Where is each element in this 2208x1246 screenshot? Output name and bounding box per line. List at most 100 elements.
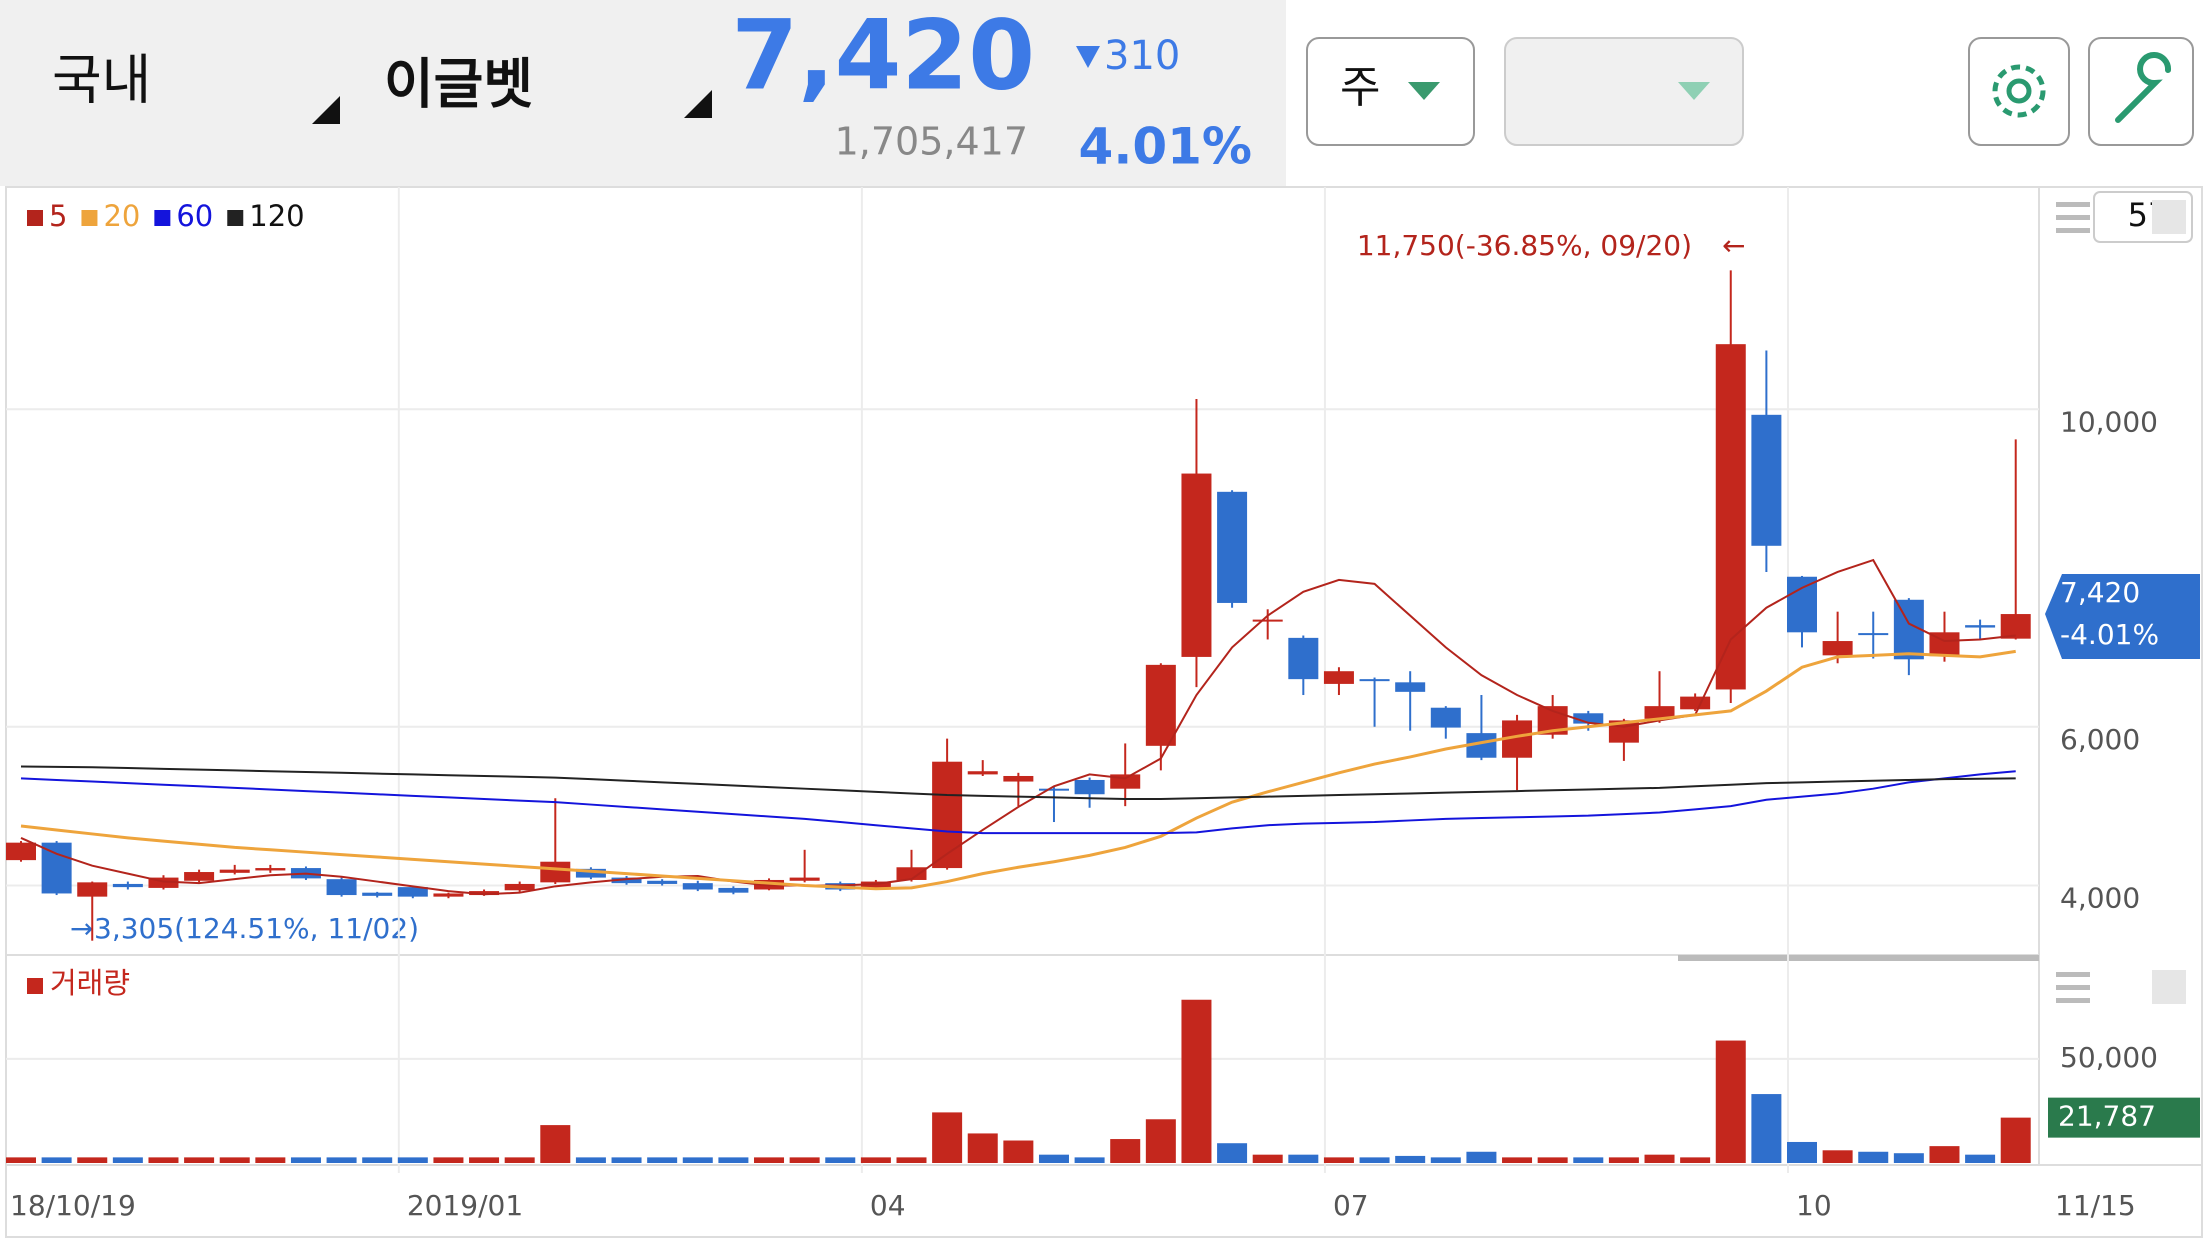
candle-body xyxy=(326,879,357,896)
volume-bar xyxy=(433,1157,464,1163)
volume-bar xyxy=(112,1157,143,1163)
candle-body xyxy=(362,892,393,896)
candle-body xyxy=(6,842,36,861)
volume-bar xyxy=(1965,1154,1996,1163)
moving-average xyxy=(20,770,2016,835)
candle-body xyxy=(860,881,891,889)
volume-bar xyxy=(1145,1119,1176,1163)
legend-swatch xyxy=(27,210,43,226)
wrench-icon[interactable] xyxy=(2115,52,2172,123)
volume-bar xyxy=(148,1157,179,1163)
volume-bar xyxy=(1929,1146,1960,1163)
candle-body xyxy=(789,877,820,881)
candle-body xyxy=(1323,671,1354,684)
market[interactable]: 국내 xyxy=(52,49,151,112)
candle-body xyxy=(1252,619,1283,622)
volume-bar xyxy=(1217,1143,1248,1163)
candle-body xyxy=(1751,414,1782,546)
volume-bar xyxy=(1003,1140,1034,1163)
candle-body xyxy=(611,877,642,884)
candle-body xyxy=(1573,713,1604,724)
volume-bar xyxy=(825,1157,856,1163)
volume-bar xyxy=(2000,1117,2031,1163)
menu-icon[interactable] xyxy=(2056,972,2090,1003)
dropdown-arrow[interactable] xyxy=(1678,82,1710,100)
close-button[interactable] xyxy=(2152,970,2186,1004)
gear-icon[interactable] xyxy=(1992,64,2046,118)
candle-body xyxy=(1822,641,1853,656)
volume-bar xyxy=(1038,1154,1069,1163)
candle-body xyxy=(255,868,286,871)
volume-bar xyxy=(1430,1157,1461,1163)
candle-body xyxy=(1145,664,1176,746)
candle-body xyxy=(148,877,179,888)
volume-bar xyxy=(754,1157,785,1163)
candle-body xyxy=(1680,696,1711,710)
candle-body xyxy=(504,883,535,891)
dropdown-arrow[interactable] xyxy=(684,90,712,118)
volume-bar xyxy=(1751,1094,1782,1163)
volume-bar xyxy=(1288,1154,1319,1163)
y-tick-label: 10,000 xyxy=(2060,405,2158,438)
moving-average xyxy=(20,765,2016,801)
volume-bar xyxy=(1787,1141,1817,1163)
volume-bar xyxy=(397,1157,428,1163)
volume-bar xyxy=(1644,1154,1675,1163)
volume-tag xyxy=(2048,1097,2200,1138)
candle-body xyxy=(1965,625,1996,628)
volume-bar xyxy=(1323,1157,1354,1163)
percent: 4.01% xyxy=(1079,118,1252,176)
price-tag-label: 7,420 xyxy=(2060,576,2140,609)
dropdown-arrow[interactable] xyxy=(1408,82,1440,100)
volume-bar xyxy=(1822,1150,1853,1163)
candle-body xyxy=(896,867,927,880)
candle-body xyxy=(433,893,464,897)
period[interactable]: 주 xyxy=(1340,62,1380,113)
volume-bar xyxy=(1715,1040,1746,1163)
candle-body xyxy=(1430,707,1461,728)
tool-button[interactable] xyxy=(2088,37,2194,146)
volume-bar xyxy=(219,1157,250,1163)
volume-bar xyxy=(1110,1139,1141,1163)
volume-bar xyxy=(1893,1153,1924,1163)
volume-bar xyxy=(504,1157,535,1163)
x-tick-label: 10 xyxy=(1796,1189,1832,1222)
change-tag-label: -4.01% xyxy=(2060,618,2159,651)
legend-label: 60 xyxy=(176,199,213,233)
settings-button[interactable] xyxy=(1968,37,2070,146)
close-button[interactable] xyxy=(2152,200,2186,234)
candle-body xyxy=(1217,491,1248,603)
candle-body xyxy=(718,887,749,893)
volume-bar xyxy=(1537,1157,1568,1163)
candle-body xyxy=(682,883,713,890)
chart-frame xyxy=(5,186,2203,1238)
volume-bar xyxy=(647,1157,678,1163)
x-tick-label: 04 xyxy=(870,1189,906,1222)
candle-body xyxy=(932,761,963,869)
legend-swatch xyxy=(154,210,171,226)
menu-icon[interactable] xyxy=(2056,202,2090,233)
volume-bar xyxy=(860,1157,891,1163)
volume-bar xyxy=(326,1157,357,1163)
candle-body xyxy=(1715,344,1746,690)
candle-body xyxy=(469,891,500,896)
price: 7,420 xyxy=(731,0,1035,111)
volume-bar xyxy=(184,1157,215,1163)
legend-swatch xyxy=(81,210,98,226)
period-select[interactable] xyxy=(1306,37,1475,146)
volume-bar xyxy=(1573,1157,1604,1163)
volume-bar xyxy=(789,1157,820,1163)
header-bg xyxy=(0,0,1286,186)
volume-bar xyxy=(1074,1157,1105,1163)
empty-select[interactable] xyxy=(1504,37,1744,146)
price-tag xyxy=(2045,574,2200,660)
legend-swatch xyxy=(27,978,43,994)
volume-bar xyxy=(682,1157,713,1163)
volume-bar xyxy=(6,1157,36,1163)
dropdown-arrow[interactable] xyxy=(312,96,340,124)
volume-bar xyxy=(1181,999,1212,1163)
stock-name[interactable]: 이글벳 xyxy=(384,53,533,116)
volume-bar xyxy=(1502,1157,1533,1163)
arrow: → xyxy=(70,912,93,945)
volume-bar xyxy=(967,1133,998,1163)
